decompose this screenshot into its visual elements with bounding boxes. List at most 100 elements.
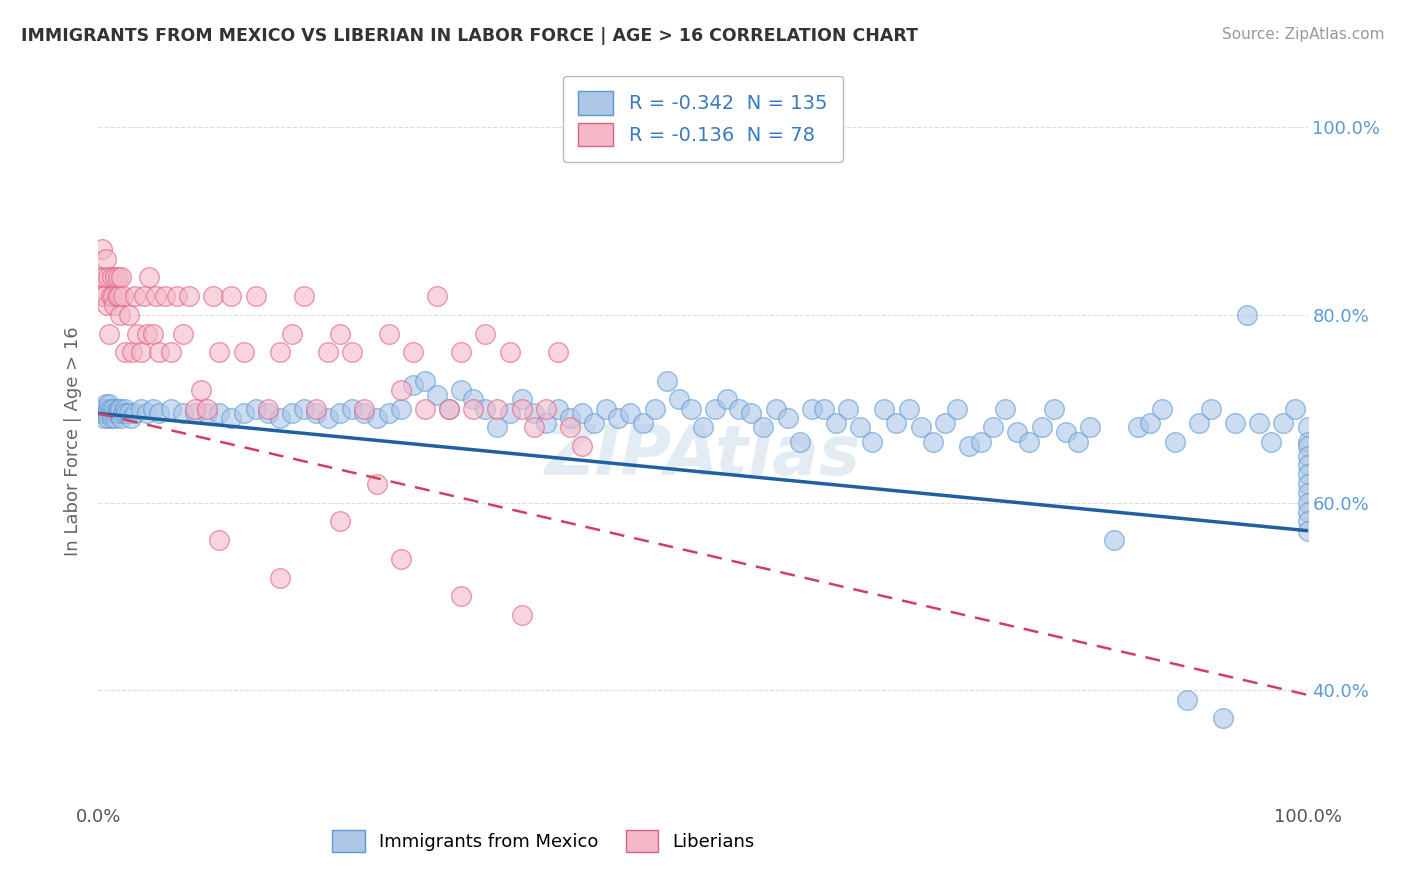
Point (607, 411, 630, 425)
Point (523, 406, 546, 420)
Point (98, 397, 121, 411)
Point (1128, 420, 1150, 434)
Point (134, 289, 156, 303)
Point (486, 401, 509, 416)
Point (160, 401, 183, 416)
Point (571, 439, 593, 453)
Point (292, 401, 315, 416)
Point (437, 401, 460, 416)
Point (1007, 425, 1029, 439)
Point (886, 416, 908, 430)
Point (1042, 401, 1064, 416)
Point (202, 289, 225, 303)
Point (190, 383, 212, 397)
Point (135, 326, 157, 341)
Point (184, 401, 207, 416)
Point (558, 411, 581, 425)
Point (463, 401, 485, 416)
Point (305, 406, 328, 420)
Point (160, 345, 183, 359)
Point (377, 326, 399, 341)
Point (402, 378, 425, 392)
Point (129, 401, 152, 416)
Point (208, 406, 231, 420)
Point (1296, 505, 1319, 519)
Point (96, 298, 118, 312)
Point (166, 289, 188, 303)
Point (668, 392, 690, 407)
Point (957, 439, 980, 453)
Point (110, 270, 132, 285)
Point (981, 420, 1004, 434)
Point (1031, 420, 1053, 434)
Point (172, 406, 194, 420)
Point (583, 416, 606, 430)
Point (90, 406, 112, 420)
Point (437, 401, 460, 416)
Point (510, 401, 533, 416)
Point (97, 411, 120, 425)
Point (120, 411, 142, 425)
Point (1296, 467, 1319, 482)
Point (498, 345, 520, 359)
Point (245, 401, 267, 416)
Point (142, 326, 165, 341)
Point (740, 406, 762, 420)
Point (269, 571, 291, 585)
Legend: Immigrants from Mexico, Liberians: Immigrants from Mexico, Liberians (325, 822, 762, 859)
Point (105, 406, 128, 420)
Point (1296, 449, 1319, 463)
Point (547, 401, 569, 416)
Point (114, 401, 136, 416)
Point (118, 406, 141, 420)
Point (547, 345, 569, 359)
Point (1296, 439, 1319, 453)
Point (100, 406, 122, 420)
Point (523, 420, 546, 434)
Point (184, 406, 207, 420)
Point (316, 345, 339, 359)
Point (118, 308, 141, 322)
Point (100, 289, 122, 303)
Point (121, 345, 143, 359)
Point (910, 420, 932, 434)
Point (1152, 401, 1174, 416)
Point (789, 434, 811, 449)
Point (970, 434, 993, 449)
Point (93, 401, 115, 416)
Point (342, 345, 364, 359)
Point (825, 416, 848, 430)
Point (558, 420, 581, 434)
Point (245, 289, 267, 303)
Point (1188, 416, 1211, 430)
Point (1296, 420, 1319, 434)
Point (1296, 434, 1319, 449)
Point (377, 406, 399, 420)
Point (97, 401, 120, 416)
Point (96, 406, 118, 420)
Point (111, 406, 134, 420)
Point (221, 411, 243, 425)
Point (108, 401, 131, 416)
Point (946, 401, 969, 416)
Point (104, 411, 127, 425)
Point (93, 411, 115, 425)
Point (1078, 420, 1101, 434)
Point (105, 289, 128, 303)
Point (1260, 434, 1282, 449)
Point (108, 406, 131, 420)
Point (897, 401, 920, 416)
Text: Source: ZipAtlas.com: Source: ZipAtlas.com (1222, 27, 1385, 42)
Point (114, 345, 136, 359)
Point (100, 270, 122, 285)
Point (571, 406, 593, 420)
Point (129, 345, 152, 359)
Point (91, 242, 114, 256)
Point (813, 401, 835, 416)
Point (111, 289, 134, 303)
Point (94, 252, 117, 266)
Point (97, 270, 120, 285)
Point (101, 289, 124, 303)
Point (1296, 524, 1319, 538)
Point (389, 401, 412, 416)
